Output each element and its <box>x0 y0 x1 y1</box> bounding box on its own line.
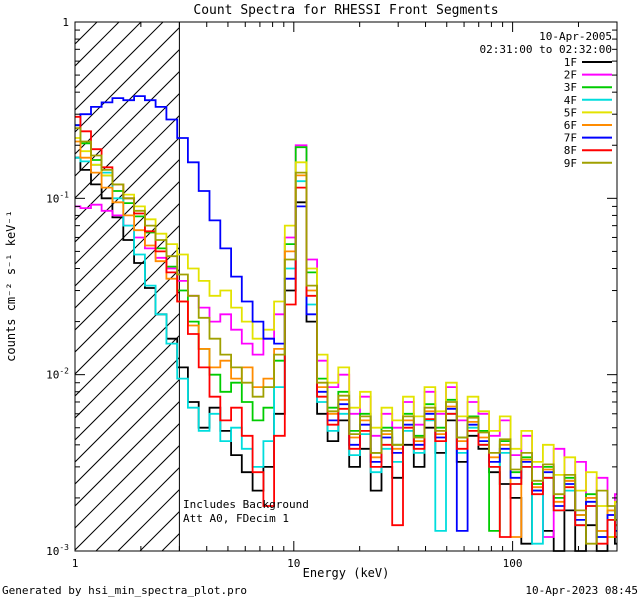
render-timestamp: 10-Apr-2023 08:45 <box>525 584 638 597</box>
legend-label-3F: 3F <box>564 81 577 94</box>
x-tick-label: 10 <box>287 557 300 570</box>
x-tick-label: 1 <box>72 557 79 570</box>
legend-label-2F: 2F <box>564 69 577 82</box>
y-tick-label: 10-1 <box>46 190 69 205</box>
series-9F <box>75 127 617 545</box>
series-7F <box>75 95 617 538</box>
series-6F <box>75 140 617 538</box>
observation-time-range: 02:31:00 to 02:32:00 <box>480 43 612 56</box>
y-axis-label: counts cm⁻² s⁻¹ keV⁻¹ <box>4 210 18 362</box>
y-tick-label: 1 <box>62 16 69 29</box>
legend-label-9F: 9F <box>564 157 577 170</box>
y-tick-label: 10-3 <box>46 543 69 558</box>
y-tick-label: 10-2 <box>46 367 69 382</box>
legend-label-1F: 1F <box>564 56 577 69</box>
chart-title: Count Spectra for RHESSI Front Segments <box>193 3 498 18</box>
x-axis-label: Energy (keV) <box>303 566 390 580</box>
series-8F <box>75 115 617 545</box>
series-1F <box>75 156 617 552</box>
includes-background-note: Includes Background <box>183 498 309 511</box>
plot-frame <box>74 21 618 552</box>
legend-label-7F: 7F <box>564 132 577 145</box>
series-4F <box>75 156 617 545</box>
tick-labels: 1 10 100 1 10-1 10-2 10-3 <box>46 16 522 570</box>
series-group <box>75 95 617 552</box>
hatch-region <box>75 22 180 551</box>
series-3F <box>75 124 617 532</box>
attenuator-note: Att A0, FDecim 1 <box>183 512 289 525</box>
legend-label-8F: 8F <box>564 144 577 157</box>
x-tick-label: 100 <box>503 557 523 570</box>
axes-group <box>74 21 618 552</box>
generator-credit: Generated by hsi_min_spectra_plot.pro <box>2 584 247 597</box>
legend-label-4F: 4F <box>564 94 577 107</box>
series-5F <box>75 137 617 538</box>
legend-label-5F: 5F <box>564 106 577 119</box>
legend-label-6F: 6F <box>564 119 577 132</box>
observation-date: 10-Apr-2005 <box>539 30 612 43</box>
